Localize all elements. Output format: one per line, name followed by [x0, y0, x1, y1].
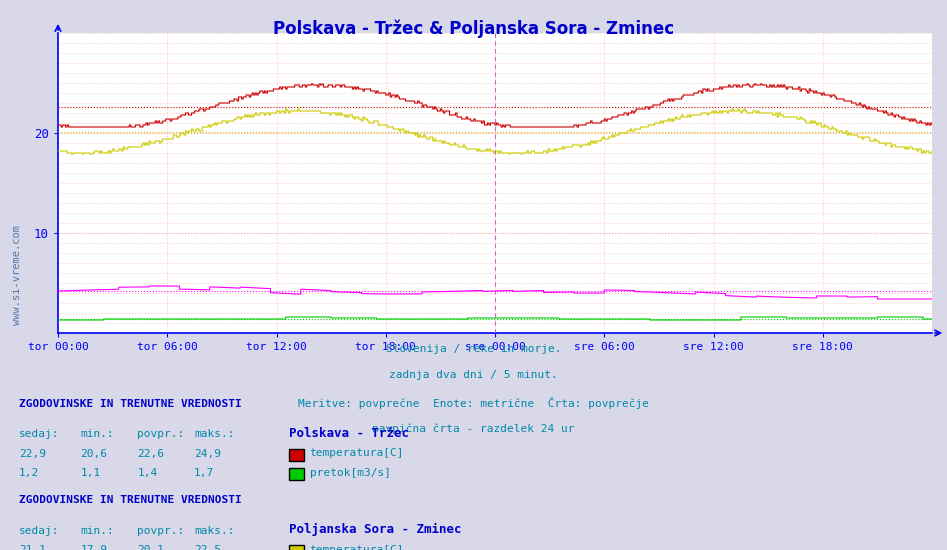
- Text: pretok[m3/s]: pretok[m3/s]: [310, 468, 391, 478]
- Text: min.:: min.:: [80, 525, 115, 536]
- Text: min.:: min.:: [80, 429, 115, 439]
- Text: temperatura[C]: temperatura[C]: [310, 544, 404, 550]
- Text: sedaj:: sedaj:: [19, 525, 60, 536]
- Text: 1,1: 1,1: [80, 468, 100, 478]
- Text: 1,4: 1,4: [137, 468, 157, 478]
- Text: 1,2: 1,2: [19, 468, 39, 478]
- Text: povpr.:: povpr.:: [137, 525, 185, 536]
- Text: 17,9: 17,9: [80, 544, 108, 550]
- Text: Polskava - Tržec & Poljanska Sora - Zminec: Polskava - Tržec & Poljanska Sora - Zmin…: [273, 19, 674, 38]
- Text: 22,6: 22,6: [137, 448, 165, 459]
- Text: 22,5: 22,5: [194, 544, 222, 550]
- Text: 20,6: 20,6: [80, 448, 108, 459]
- Text: 21,1: 21,1: [19, 544, 46, 550]
- Text: temperatura[C]: temperatura[C]: [310, 448, 404, 459]
- Text: zadnja dva dni / 5 minut.: zadnja dva dni / 5 minut.: [389, 370, 558, 381]
- Text: sedaj:: sedaj:: [19, 429, 60, 439]
- Text: povpr.:: povpr.:: [137, 429, 185, 439]
- Text: maks.:: maks.:: [194, 429, 235, 439]
- Text: Poljanska Sora - Zminec: Poljanska Sora - Zminec: [289, 524, 461, 536]
- Text: Polskava - Tržec: Polskava - Tržec: [289, 427, 409, 440]
- Text: ZGODOVINSKE IN TRENUTNE VREDNOSTI: ZGODOVINSKE IN TRENUTNE VREDNOSTI: [19, 399, 241, 409]
- Text: www.si-vreme.com: www.si-vreme.com: [12, 225, 23, 325]
- Text: Slovenija / reke in morje.: Slovenija / reke in morje.: [385, 344, 562, 354]
- Text: 24,9: 24,9: [194, 448, 222, 459]
- Text: Meritve: povprečne  Enote: metrične  Črta: povprečje: Meritve: povprečne Enote: metrične Črta:…: [298, 397, 649, 409]
- Text: navpična črta - razdelek 24 ur: navpična črta - razdelek 24 ur: [372, 423, 575, 434]
- Text: 1,7: 1,7: [194, 468, 214, 478]
- Text: 20,1: 20,1: [137, 544, 165, 550]
- Text: 22,9: 22,9: [19, 448, 46, 459]
- Text: maks.:: maks.:: [194, 525, 235, 536]
- Text: ZGODOVINSKE IN TRENUTNE VREDNOSTI: ZGODOVINSKE IN TRENUTNE VREDNOSTI: [19, 495, 241, 505]
